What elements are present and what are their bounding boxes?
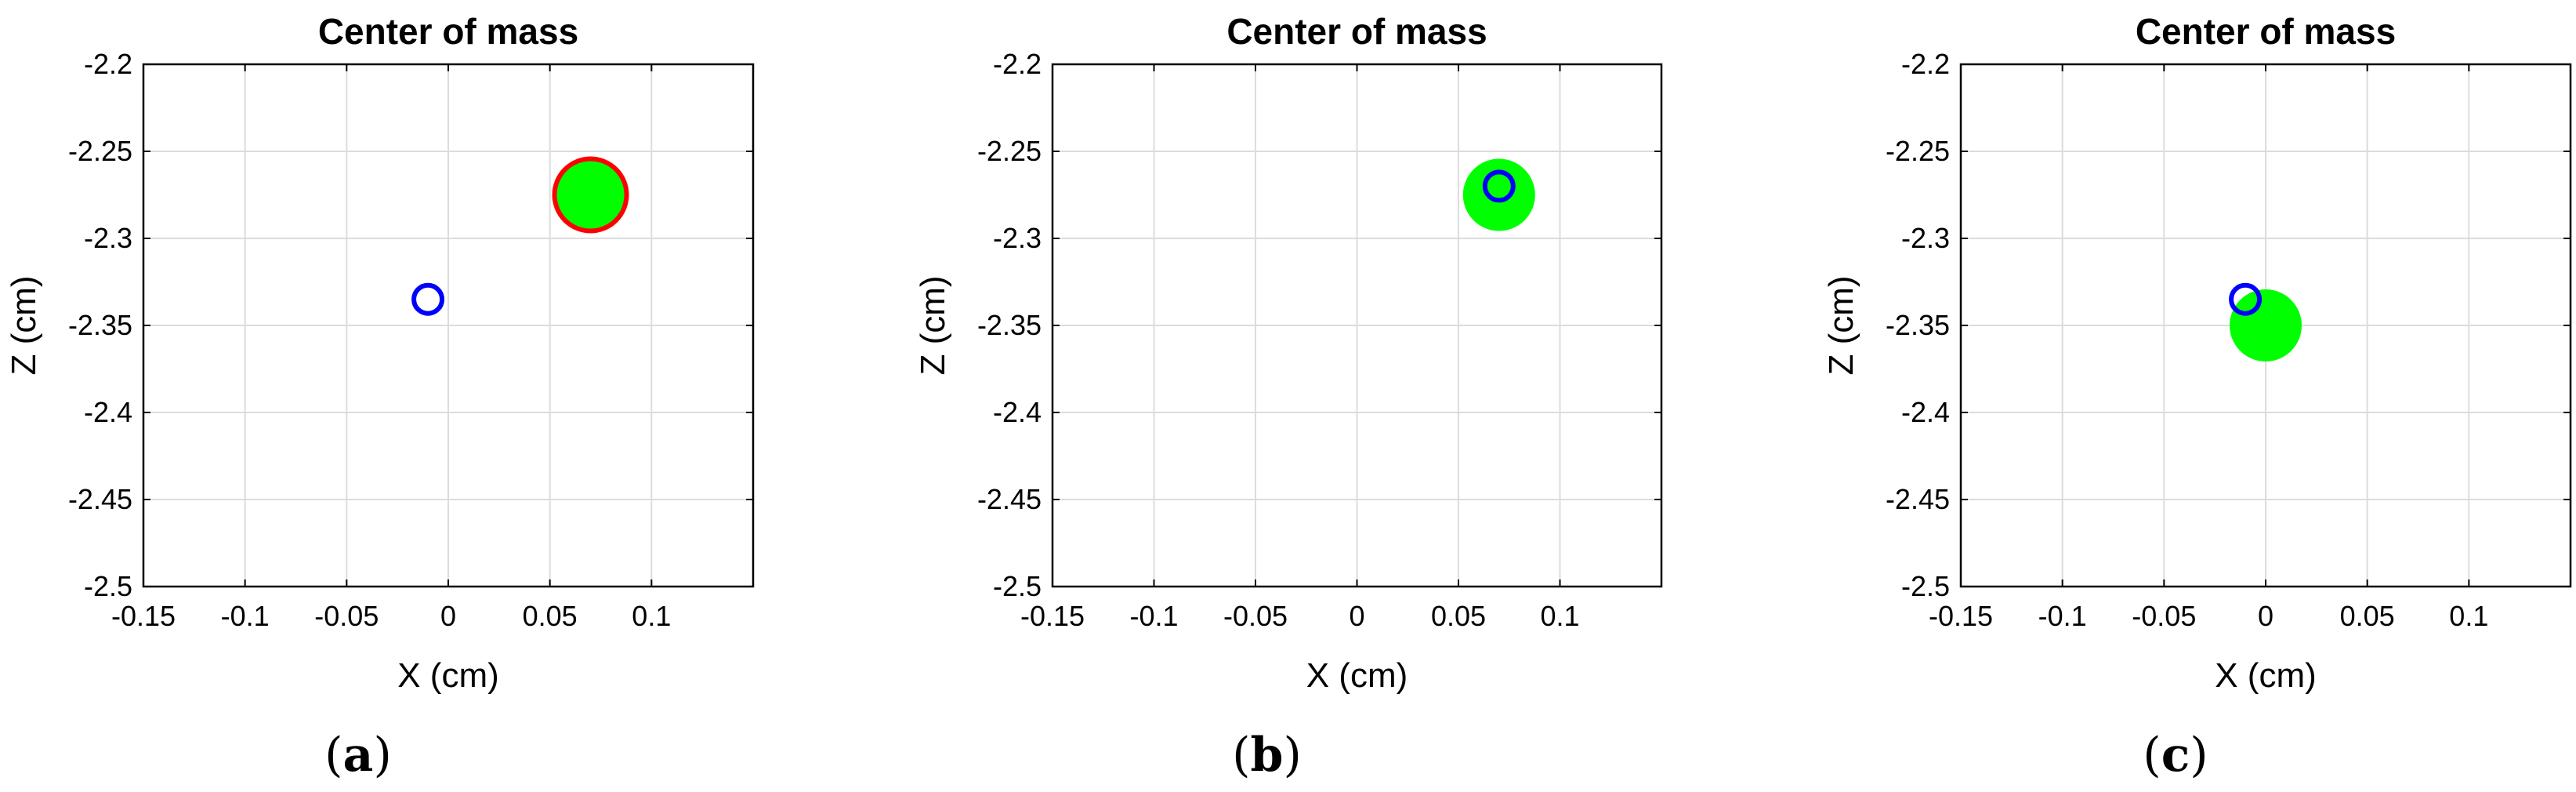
marker-open-circle [1482, 169, 1516, 203]
y-tick-label: -2.35 [1886, 309, 1950, 341]
marker-open-circle [2229, 282, 2263, 316]
chart-panel-a: -0.15 -0.1 -0.05 0 0.05 0.1 -2.2 -2.25 -2.3 -2.35… [5, 11, 755, 783]
y-tick-label: -2.5 [993, 570, 1042, 602]
y-tick-label: -2.3 [1901, 222, 1950, 254]
caption-open: ( [2143, 728, 2161, 783]
caption-close: ) [373, 728, 391, 783]
x-tick-label: -0.1 [221, 600, 270, 632]
x-tick-label: -0.05 [2132, 600, 2196, 632]
x-axis-label: X (cm) [397, 656, 499, 695]
y-tick-label: -2.5 [84, 570, 132, 602]
x-tick-label: 0.1 [632, 600, 671, 632]
chart-title: Center of mass [318, 11, 578, 52]
x-tick-label: -0.15 [111, 600, 176, 632]
y-tick-label: -2.4 [993, 396, 1042, 428]
y-axis-label: Z (cm) [1822, 275, 1860, 375]
x-tick-label: 0.05 [2340, 600, 2395, 632]
panel-caption: (b) [1232, 728, 1302, 783]
chart-panel-c: -0.15 -0.1 -0.05 0 0.05 0.1 -2.2 -2.25 -2.3 -2.35… [1822, 11, 2572, 783]
y-tick-label: -2.45 [68, 483, 132, 515]
y-tick-label: -2.45 [1886, 483, 1950, 515]
x-tick-label: 0 [1349, 600, 1364, 632]
y-tick-label: -2.2 [84, 48, 132, 80]
x-tick-label: -0.1 [1129, 600, 1178, 632]
caption-close: ) [1283, 728, 1301, 783]
caption-close: ) [2190, 728, 2208, 783]
x-tick-label: -0.15 [1020, 600, 1085, 632]
marker-filled-disc [1462, 158, 1535, 231]
marker-filled-disc [552, 156, 629, 234]
x-tick-label: 0.05 [1431, 600, 1486, 632]
x-tick-label: -0.15 [1929, 600, 1993, 632]
y-tick-label: -2.3 [993, 222, 1042, 254]
caption-letter: a [343, 728, 374, 783]
x-tick-label: -0.05 [1223, 600, 1288, 632]
marker-filled-disc [2230, 289, 2302, 361]
x-axis-label: X (cm) [2215, 656, 2317, 695]
panel-caption: (a) [324, 728, 392, 783]
y-tick-label: -2.35 [68, 309, 132, 341]
caption-letter: b [1251, 728, 1284, 783]
x-tick-label: 0.1 [1540, 600, 1579, 632]
caption-letter: c [2161, 728, 2190, 783]
x-tick-label: 0.1 [2449, 600, 2488, 632]
x-tick-label: 0 [440, 600, 456, 632]
panel-caption: (c) [2143, 728, 2208, 783]
x-tick-label: 0.05 [523, 600, 578, 632]
y-tick-label: -2.45 [977, 483, 1042, 515]
y-tick-label: -2.3 [84, 222, 132, 254]
x-tick-label: -0.1 [2038, 600, 2087, 632]
x-tick-label: -0.05 [314, 600, 379, 632]
x-tick-label: 0 [2258, 600, 2273, 632]
y-axis-label: Z (cm) [5, 275, 43, 375]
chart-panel-b: -0.15 -0.1 -0.05 0 0.05 0.1 -2.2 -2.25 -2.3 -2.35… [914, 11, 1663, 783]
y-tick-label: -2.25 [1886, 135, 1950, 167]
caption-open: ( [1232, 728, 1250, 783]
chart-title: Center of mass [2136, 11, 2396, 52]
y-tick-label: -2.4 [1901, 396, 1950, 428]
y-tick-label: -2.25 [977, 135, 1042, 167]
y-tick-label: -2.2 [1901, 48, 1950, 80]
y-tick-label: -2.4 [84, 396, 132, 428]
y-tick-label: -2.5 [1901, 570, 1950, 602]
y-tick-label: -2.25 [68, 135, 132, 167]
chart-title: Center of mass [1226, 11, 1487, 52]
x-axis-label: X (cm) [1306, 656, 1408, 695]
y-tick-label: -2.2 [993, 48, 1042, 80]
y-tick-label: -2.35 [977, 309, 1042, 341]
y-axis-label: Z (cm) [914, 275, 952, 375]
caption-open: ( [324, 728, 342, 783]
marker-open-circle [411, 282, 445, 316]
